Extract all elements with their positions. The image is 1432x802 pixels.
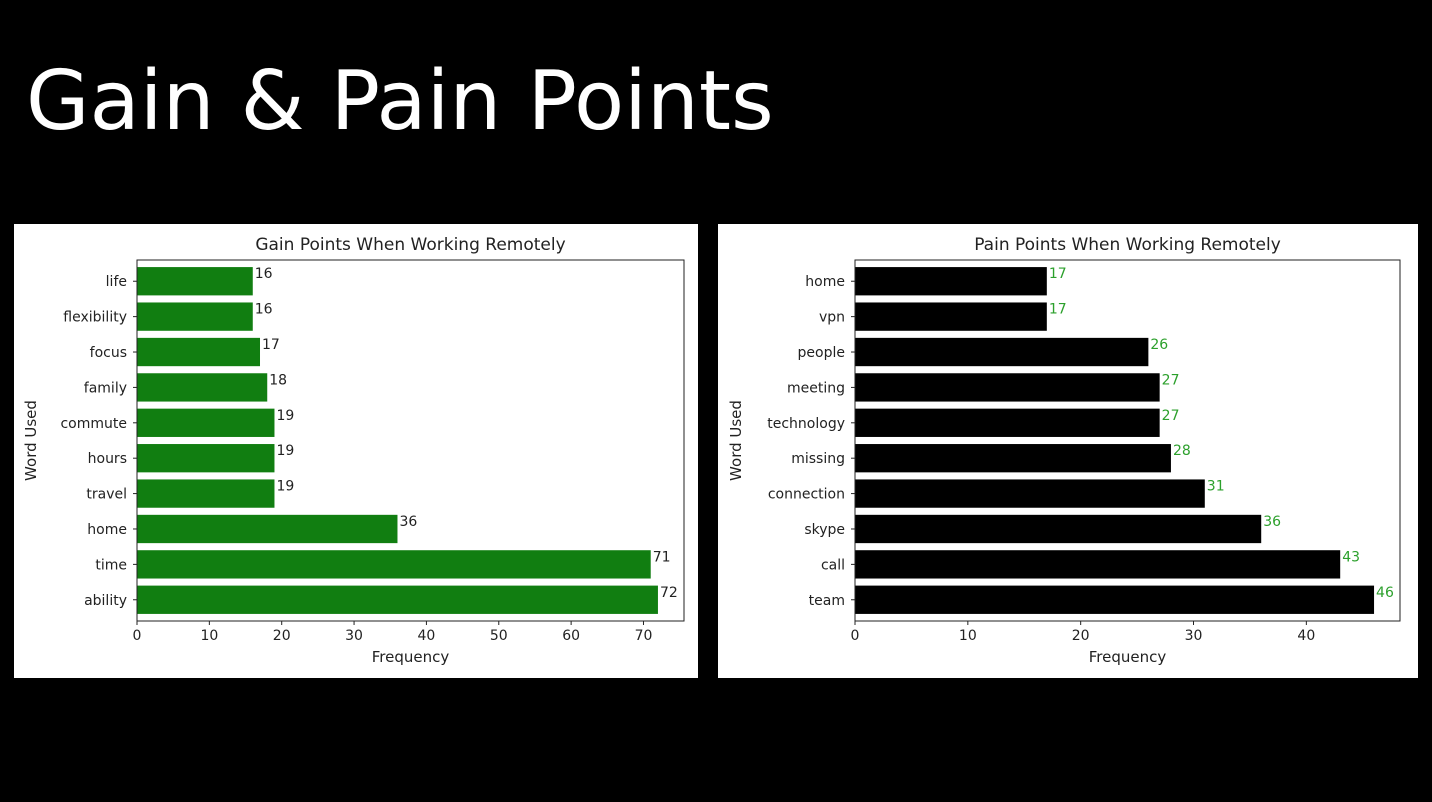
gain-xtick-label-50: 50 [490, 628, 508, 644]
gain-value-label-ability: 72 [660, 585, 678, 601]
pain-value-label-people: 26 [1150, 337, 1168, 353]
gain-yaxis-label: Word Used [22, 400, 40, 481]
gain-ytick-label-flexibility: flexibility [63, 310, 127, 326]
gain-ytick-label-family: family [84, 380, 127, 396]
gain-xtick-label-70: 70 [635, 628, 653, 644]
gain-bar-hours [137, 444, 275, 473]
slide-title: Gain & Pain Points [26, 54, 774, 149]
pain-value-label-team: 46 [1376, 585, 1394, 601]
pain-value-label-home: 17 [1049, 266, 1067, 282]
gain-bar-ability [137, 585, 658, 614]
pain-ytick-label-people: people [798, 345, 845, 361]
pain-bar-call [855, 550, 1341, 579]
gain-bar-time [137, 550, 651, 579]
pain-bar-technology [855, 408, 1160, 437]
pain-bar-home [855, 267, 1047, 296]
gain-ytick-label-travel: travel [86, 487, 127, 503]
pain-value-label-connection: 31 [1207, 479, 1225, 495]
gain-ytick-label-ability: ability [84, 593, 127, 609]
gain-value-label-time: 71 [653, 549, 671, 565]
gain-value-label-flexibility: 16 [255, 302, 273, 318]
pain-yaxis-label: Word Used [727, 400, 745, 481]
pain-ytick-label-call: call [821, 557, 845, 573]
pain-xtick-label-20: 20 [1072, 628, 1090, 644]
pain-ytick-label-meeting: meeting [787, 380, 845, 396]
gain-xtick-label-30: 30 [345, 628, 363, 644]
pain-ytick-label-technology: technology [767, 416, 845, 432]
gain-bar-commute [137, 408, 275, 437]
gain-ytick-label-life: life [106, 274, 127, 290]
pain-ytick-label-vpn: vpn [819, 310, 845, 326]
pain-value-label-skype: 36 [1263, 514, 1281, 530]
gain-points-chart-svg: Gain Points When Working Remotely 16 life 1… [22, 235, 685, 666]
gain-points-chart: Gain Points When Working Remotely 16 life 1… [14, 224, 698, 678]
gain-ytick-label-time: time [95, 557, 127, 573]
pain-value-label-technology: 27 [1162, 408, 1180, 424]
pain-xtick-label-10: 10 [959, 628, 977, 644]
pain-axes-frame [854, 259, 1401, 622]
gain-ytick-label-focus: focus [90, 345, 127, 361]
pain-value-label-missing: 28 [1173, 443, 1191, 459]
gain-bar-home [137, 514, 398, 544]
gain-value-label-commute: 19 [276, 408, 294, 424]
gain-value-label-focus: 17 [262, 337, 280, 353]
gain-xaxis-label: Frequency [372, 648, 450, 666]
pain-bar-connection [855, 479, 1205, 508]
gain-axes-frame [136, 259, 685, 622]
gain-bar-focus [137, 337, 261, 367]
gain-ytick-label-home: home [87, 522, 127, 538]
pain-value-label-call: 43 [1342, 549, 1360, 565]
pain-xaxis-label: Frequency [1089, 648, 1167, 666]
pain-xtick-label-0: 0 [851, 628, 860, 644]
gain-ytick-label-commute: commute [60, 416, 127, 432]
gain-value-label-hours: 19 [276, 443, 294, 459]
gain-xtick-label-20: 20 [273, 628, 291, 644]
gain-chart-title: Gain Points When Working Remotely [255, 235, 565, 255]
pain-points-chart-svg: Pain Points When Working Remotely 17 home 1… [727, 235, 1401, 666]
pain-bar-skype [855, 514, 1262, 544]
pain-xtick-label-40: 40 [1297, 628, 1315, 644]
pain-bar-meeting [855, 373, 1160, 402]
pain-ytick-label-missing: missing [791, 451, 845, 467]
pain-bar-team [855, 585, 1375, 614]
pain-xtick-label-30: 30 [1185, 628, 1203, 644]
pain-bar-people [855, 337, 1149, 367]
pain-ytick-label-connection: connection [768, 487, 845, 503]
gain-bar-travel [137, 479, 275, 508]
gain-bar-flexibility [137, 302, 253, 331]
gain-value-label-travel: 19 [276, 479, 294, 495]
pain-ytick-label-home: home [805, 274, 845, 290]
gain-value-label-life: 16 [255, 266, 273, 282]
gain-value-label-family: 18 [269, 372, 287, 388]
pain-bar-vpn [855, 302, 1047, 331]
gain-xtick-label-10: 10 [200, 628, 218, 644]
gain-bar-life [137, 267, 253, 296]
pain-ytick-label-team: team [809, 593, 845, 609]
gain-bar-family [137, 373, 268, 402]
pain-value-label-meeting: 27 [1162, 372, 1180, 388]
pain-points-chart: Pain Points When Working Remotely 17 home 1… [718, 224, 1418, 678]
pain-value-label-vpn: 17 [1049, 302, 1067, 318]
pain-bar-missing [855, 444, 1171, 473]
pain-chart-title: Pain Points When Working Remotely [974, 235, 1281, 255]
pain-ytick-label-skype: skype [804, 522, 845, 538]
gain-xtick-label-60: 60 [562, 628, 580, 644]
gain-xtick-label-40: 40 [418, 628, 436, 644]
gain-value-label-home: 36 [399, 514, 417, 530]
gain-xtick-label-0: 0 [133, 628, 142, 644]
gain-ytick-label-hours: hours [88, 451, 127, 467]
